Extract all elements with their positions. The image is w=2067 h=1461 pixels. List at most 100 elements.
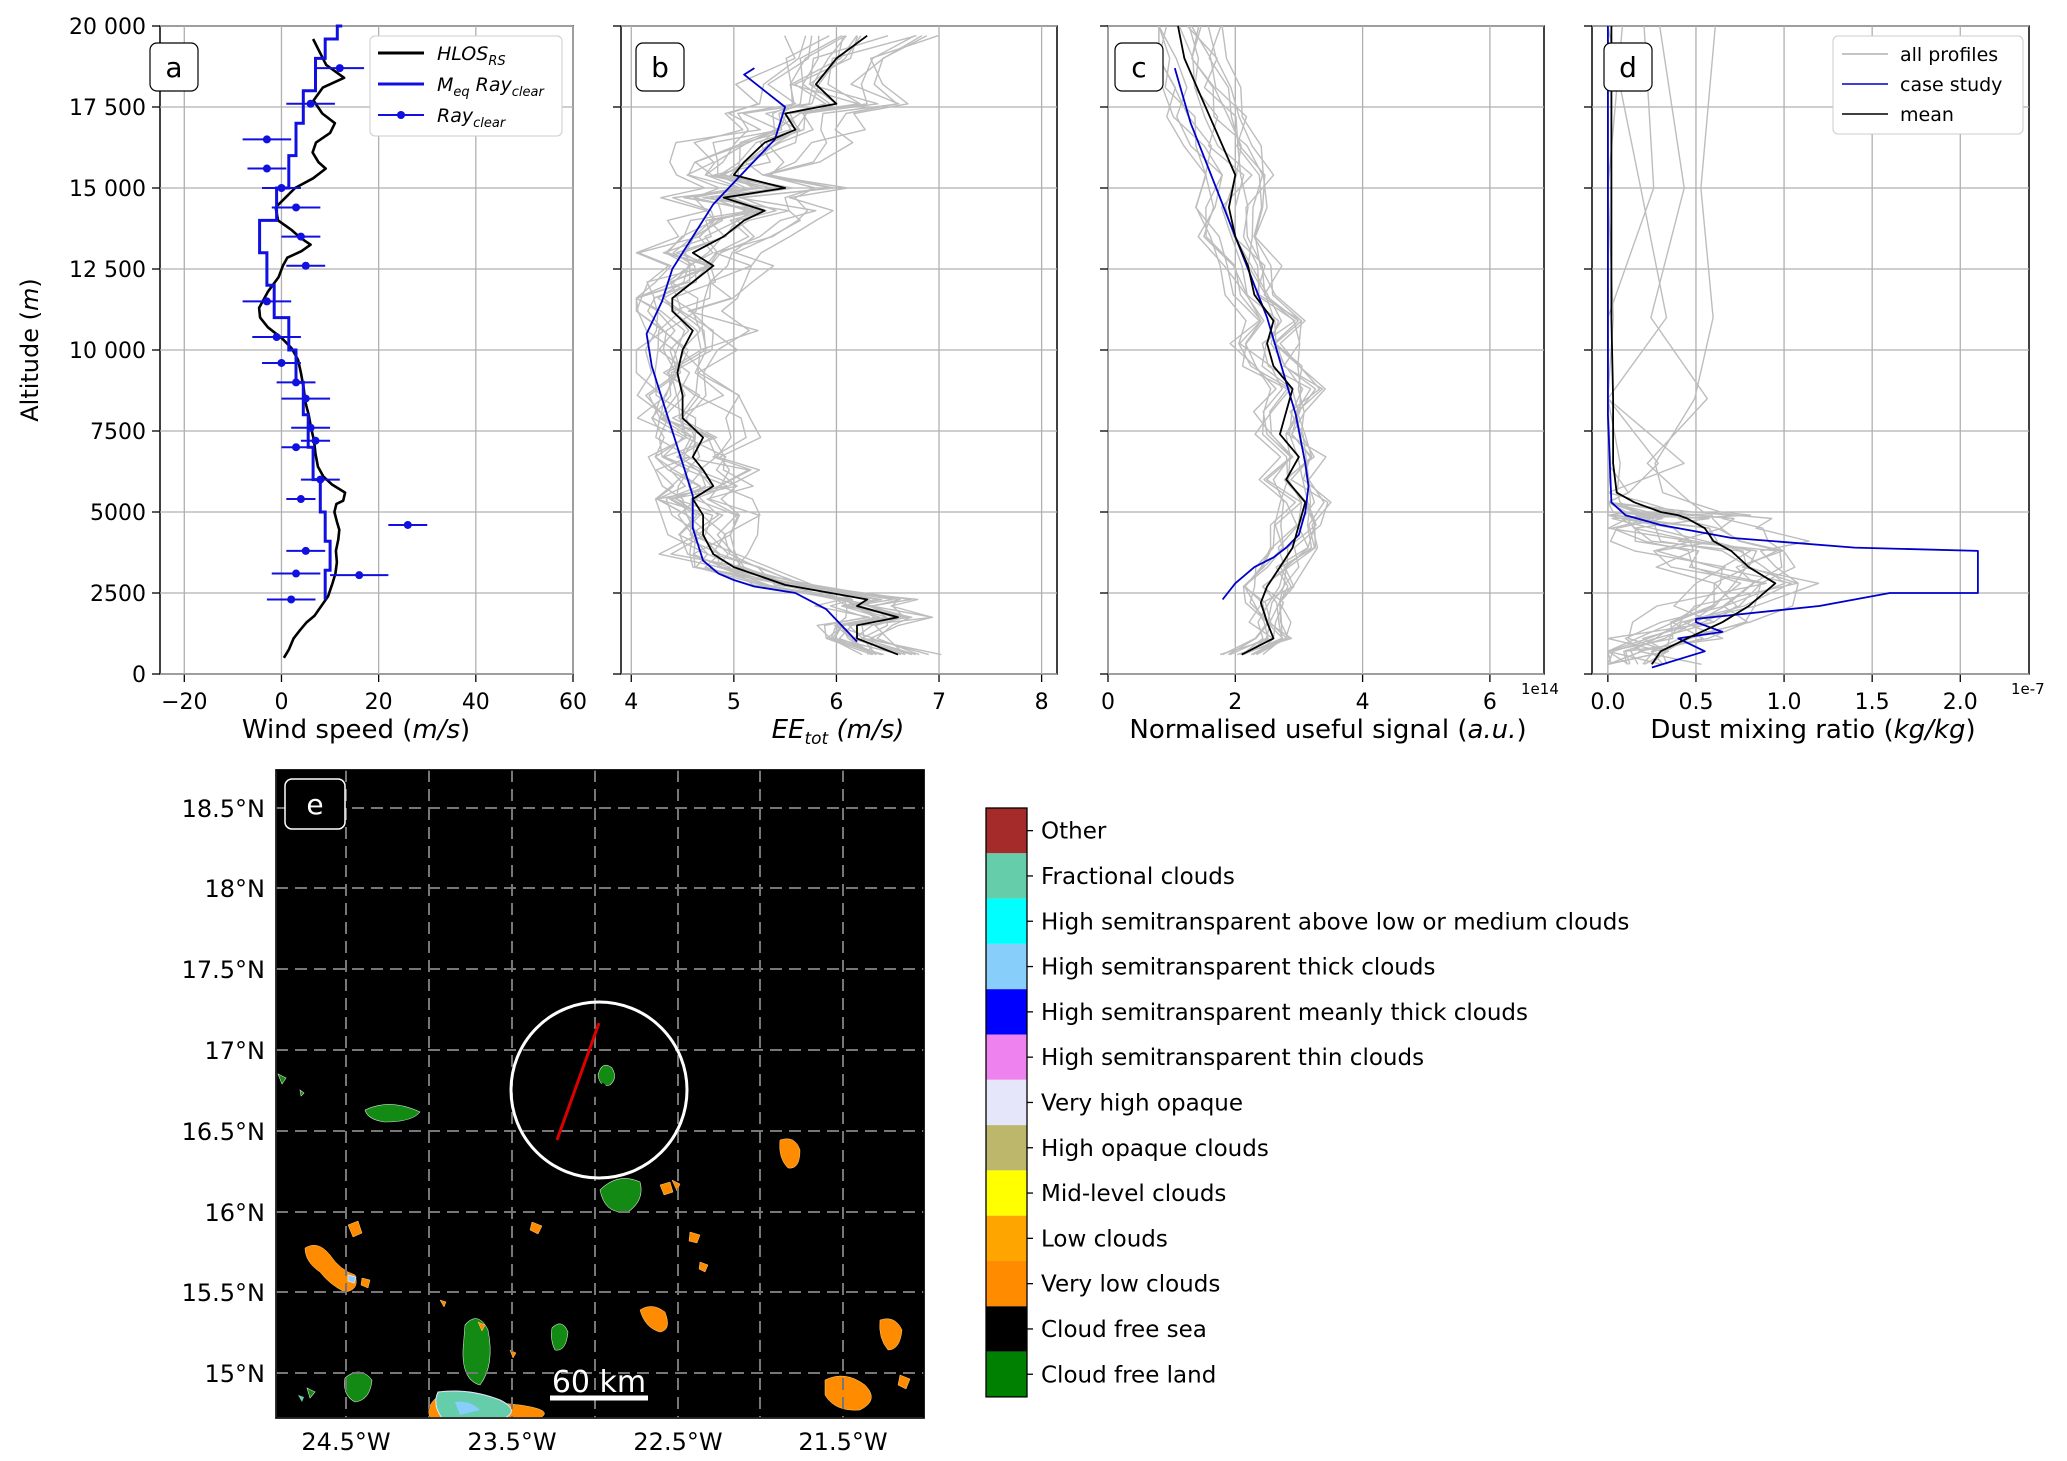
all-profile-line: [636, 35, 873, 656]
scale-bar-label: 60 km: [552, 1365, 646, 1400]
panel-label-e: e: [306, 788, 323, 821]
colorbar-label: Fractional clouds: [1041, 864, 1235, 890]
xlabel-c: Normalised useful signal (a.u.): [1129, 715, 1526, 745]
legend-a: HLOSRS Meq Rayclear Rayclear: [369, 35, 563, 137]
grid-2: 0 2 4 6: [1100, 25, 1544, 715]
colorbar-swatch: [986, 808, 1027, 854]
series-group-0: [242, 24, 428, 659]
all-profile-line: [1207, 25, 1325, 656]
panel-a: −20 0 20 40 60 0 2500 5000 7500 10 000 12 500 15 00…: [16, 15, 587, 745]
map-background: [275, 769, 925, 1419]
colorbar-swatch: [986, 1306, 1027, 1352]
ray-clear-point: [296, 495, 305, 504]
ytick-label: 10 000: [69, 339, 146, 364]
ylabel-a: Altitude (m): [16, 278, 44, 422]
legend-meq: Meq Rayclear: [437, 74, 545, 100]
colorbar-label: High semitransparent thin clouds: [1041, 1045, 1424, 1071]
ray-clear-point: [292, 203, 301, 212]
ytick-label: 20 000: [69, 15, 146, 40]
all-profile-line: [1607, 25, 1784, 665]
all-profile-line: [635, 35, 877, 656]
island-sal: [597, 1064, 615, 1086]
xlabel-d: Dust mixing ratio (kg/kg): [1650, 715, 1975, 745]
all-profile-line: [1158, 25, 1289, 656]
xtick-label: 0: [274, 690, 288, 715]
multiplier-c: 1e14: [1521, 680, 1559, 698]
xtick-label: 8: [1035, 690, 1049, 715]
colorbar-label: High semitransparent meanly thick clouds: [1041, 1000, 1528, 1026]
all-profile-line: [1158, 25, 1298, 656]
all-profile-line: [1191, 25, 1317, 656]
colorbar-swatch: [986, 1125, 1027, 1171]
xtick-label: 20: [365, 690, 393, 715]
satellite-track: [555, 1022, 601, 1141]
xtick-label: 6: [829, 690, 843, 715]
lat-label: 16.5°N: [182, 1118, 265, 1146]
xtick-label: 2: [1228, 690, 1242, 715]
ray-clear-point: [403, 520, 412, 529]
panel-label-a: a: [165, 51, 182, 84]
ray-clear-point: [262, 164, 271, 173]
colorbar-label: Other: [1041, 819, 1107, 845]
ray-clear-point: [277, 358, 286, 367]
ray-clear-point: [355, 571, 364, 580]
all-profile-line: [1607, 25, 1783, 665]
series-line-case study: [1607, 26, 1979, 669]
ray-clear-point: [277, 184, 286, 192]
colorbar-swatch: [986, 1079, 1027, 1126]
xtick-label: 5: [727, 690, 741, 715]
xtick-label: 1.5: [1855, 690, 1890, 715]
xtick-label: 6: [1483, 690, 1497, 715]
fractional-clouds: [298, 1274, 512, 1418]
colorbar-label: Cloud free land: [1041, 1362, 1216, 1388]
colorbar-swatch: [986, 989, 1027, 1035]
lat-label: 15°N: [205, 1360, 266, 1388]
xtick-label: 60: [559, 690, 587, 715]
ray-clear-point: [292, 569, 301, 578]
xtick-label: 40: [462, 690, 490, 715]
ray-clear-point: [262, 297, 271, 306]
colorbar-label: Very high opaque: [1041, 1090, 1243, 1116]
all-profile-line: [1158, 25, 1292, 656]
panel-label-d: d: [1619, 51, 1637, 84]
lat-label: 18°N: [205, 875, 266, 903]
panel-e-map: ✖ 60 km e 18.5°N 18°N 17.5°N 17°N 16.5°N 16°N…: [182, 769, 925, 1456]
xtick-label: 1.0: [1767, 690, 1802, 715]
legend-ray: Rayclear: [437, 105, 507, 131]
colorbar-swatch: [986, 943, 1027, 990]
colorbar-label: Very low clouds: [1041, 1272, 1220, 1298]
all-profile-line: [1190, 25, 1329, 656]
series-group-3: [1607, 25, 1979, 669]
panel-c: 0 2 4 6 c 1e14 Normalised useful signal (a.…: [1100, 25, 1559, 745]
xtick-label: 0.5: [1678, 690, 1713, 715]
target-marker: ✖: [590, 1079, 608, 1104]
island-small-brava: [306, 1387, 316, 1399]
ray-clear-point: [316, 475, 325, 484]
xtick-label: 7: [932, 690, 946, 715]
ray-clear-point: [306, 423, 315, 432]
colorbar-swatch: [986, 1170, 1027, 1216]
ytick-label: 17 500: [69, 96, 146, 121]
map-content: ✖ 60 km: [276, 770, 924, 1418]
ytick-label: 0: [132, 663, 146, 688]
colorbar-frame: [985, 807, 1028, 1398]
panel-label-a-box: a: [149, 42, 199, 92]
colorbar-label: Cloud free sea: [1041, 1317, 1207, 1343]
colorbar-swatch: [986, 1261, 1027, 1307]
ray-clear-point: [292, 378, 301, 387]
legend-hlos: HLOSRS: [437, 43, 506, 69]
ray-clear-point: [301, 394, 310, 403]
ray-clear-point: [296, 232, 305, 241]
lon-label: 24.5°W: [301, 1428, 390, 1456]
lat-label: 18.5°N: [182, 795, 265, 823]
island-boa-vista: [599, 1178, 642, 1213]
panel-d: 0.0 0.5 1.0 1.5 2.0 d all profiles case stud…: [1584, 25, 2045, 745]
island-small-w: [277, 1073, 287, 1085]
all-profile-line: [702, 35, 942, 656]
lon-label: 21.5°W: [798, 1428, 887, 1456]
series-line-mean: [1610, 26, 1777, 665]
ray-clear-point: [272, 333, 281, 342]
xtick-label: 4: [1356, 690, 1370, 715]
series-group-2: [1158, 25, 1332, 656]
